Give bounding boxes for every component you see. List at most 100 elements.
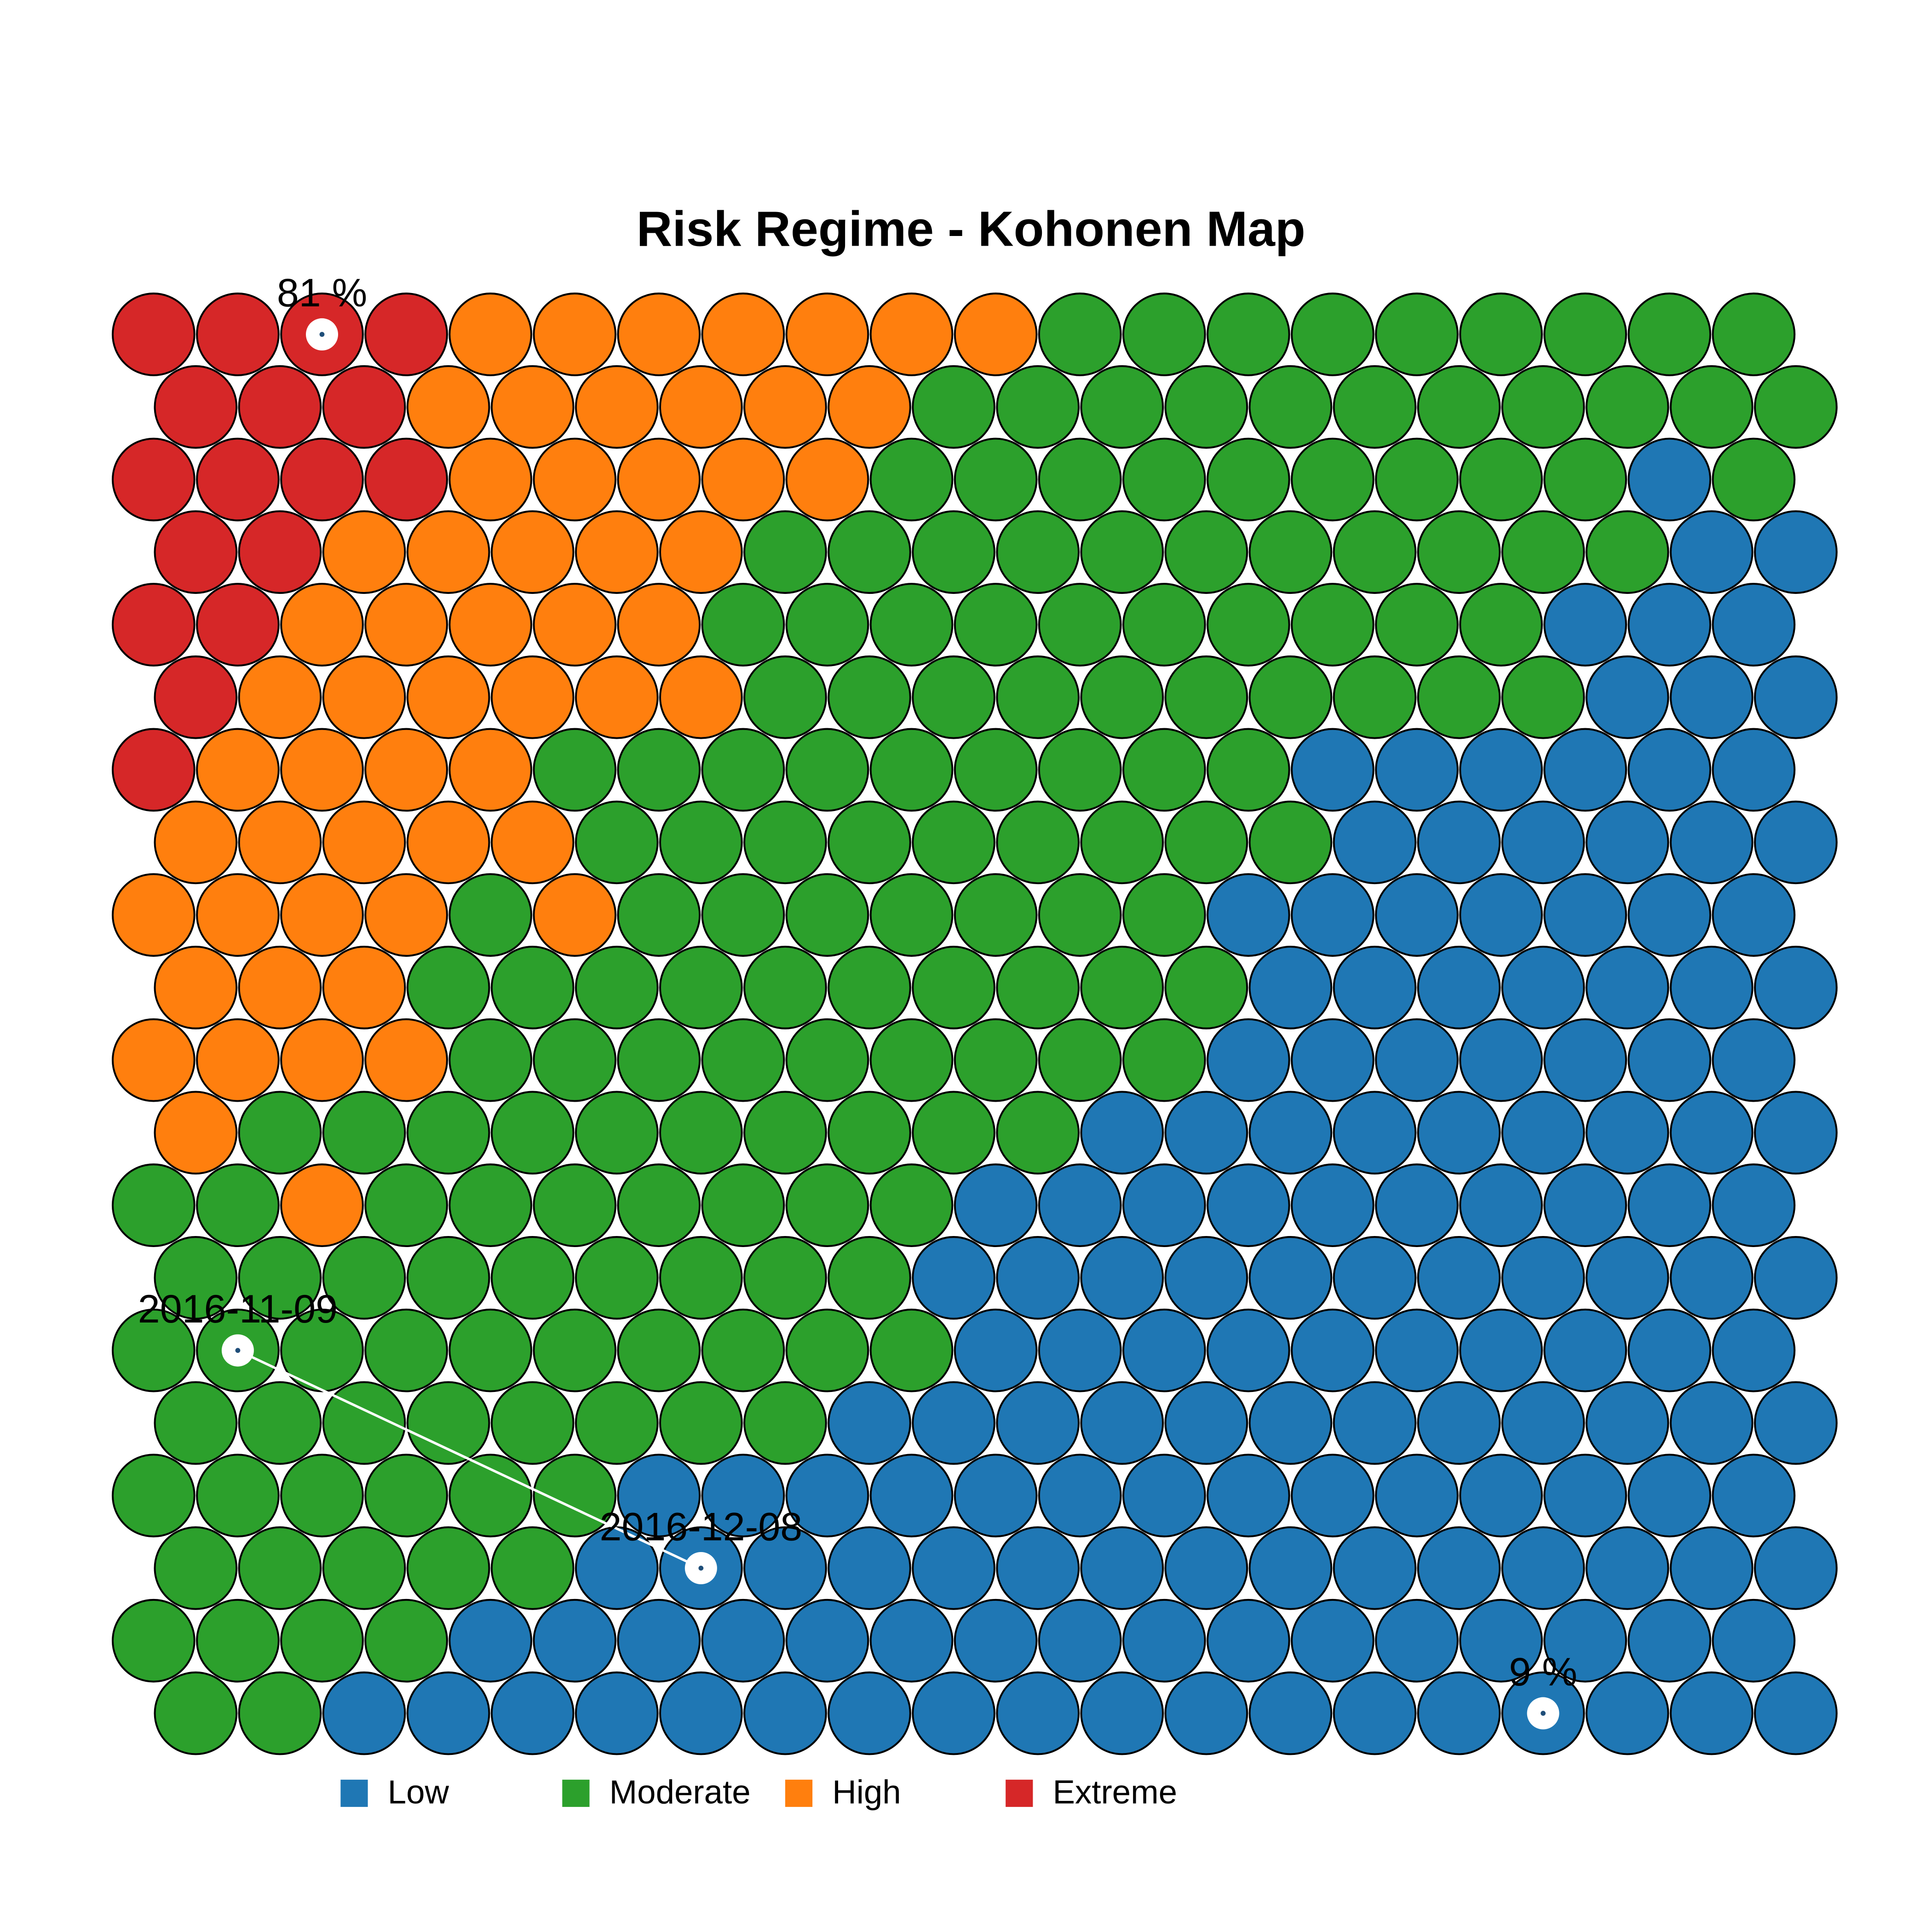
node	[954, 293, 1038, 376]
node	[1501, 1236, 1585, 1320]
node	[701, 293, 785, 376]
node	[828, 510, 911, 594]
node	[490, 1381, 575, 1465]
node	[954, 1018, 1038, 1102]
node	[1206, 437, 1290, 522]
node	[869, 293, 954, 376]
node	[617, 728, 701, 812]
node	[1038, 1163, 1122, 1248]
node	[1543, 1308, 1627, 1392]
node	[1754, 1526, 1838, 1610]
node	[617, 873, 701, 957]
node	[448, 293, 533, 376]
node	[490, 1671, 575, 1755]
node	[954, 437, 1038, 522]
node	[996, 1091, 1080, 1175]
node	[533, 1598, 617, 1683]
node	[828, 1091, 911, 1175]
node	[828, 1526, 911, 1610]
node	[154, 945, 238, 1029]
node	[659, 800, 743, 885]
node	[1754, 1381, 1838, 1465]
node	[280, 583, 364, 667]
node	[1627, 1308, 1712, 1392]
node	[406, 1091, 490, 1175]
node	[111, 873, 196, 957]
node	[1038, 583, 1122, 667]
legend-swatch	[785, 1779, 813, 1807]
node	[1585, 365, 1669, 449]
node	[1712, 1163, 1796, 1248]
node	[1122, 728, 1206, 812]
legend-swatch	[1006, 1779, 1033, 1807]
node	[364, 583, 448, 667]
node	[364, 1454, 448, 1538]
node	[1122, 1163, 1206, 1248]
node	[1164, 1671, 1248, 1755]
node	[912, 1236, 995, 1320]
node	[1669, 1526, 1754, 1610]
marker-dot	[319, 332, 325, 337]
node	[1038, 1018, 1122, 1102]
node	[322, 1526, 406, 1610]
node	[659, 945, 743, 1029]
node	[1122, 873, 1206, 957]
node	[1333, 1236, 1417, 1320]
node	[1585, 1381, 1669, 1465]
node	[154, 1381, 238, 1465]
node	[322, 1091, 406, 1175]
node	[1543, 293, 1627, 376]
node	[154, 1671, 238, 1755]
node	[1712, 873, 1796, 957]
node	[1585, 510, 1669, 594]
legend-swatch	[340, 1779, 368, 1807]
node	[154, 655, 238, 739]
node	[912, 1671, 995, 1755]
node	[196, 583, 280, 667]
node	[785, 1598, 869, 1683]
node	[1080, 1236, 1164, 1320]
node	[1501, 945, 1585, 1029]
node	[1333, 1381, 1417, 1465]
node	[1248, 1381, 1333, 1465]
node	[1375, 1163, 1459, 1248]
node	[1248, 800, 1333, 885]
node	[785, 728, 869, 812]
node	[322, 1381, 406, 1465]
node	[617, 583, 701, 667]
node	[828, 1671, 911, 1755]
node	[1627, 728, 1712, 812]
node	[1080, 1526, 1164, 1610]
node	[1080, 1091, 1164, 1175]
node	[701, 728, 785, 812]
node	[1459, 873, 1543, 957]
node	[154, 365, 238, 449]
node	[1248, 1671, 1333, 1755]
node	[1627, 1598, 1712, 1683]
node	[533, 293, 617, 376]
node	[869, 1454, 954, 1538]
node	[575, 1091, 659, 1175]
node	[448, 1308, 533, 1392]
node	[1754, 1236, 1838, 1320]
node	[785, 293, 869, 376]
node	[364, 1018, 448, 1102]
node	[701, 1598, 785, 1683]
node	[1333, 800, 1417, 885]
legend-label: High	[832, 1773, 901, 1811]
node	[785, 583, 869, 667]
node	[1080, 365, 1164, 449]
node	[322, 945, 406, 1029]
node	[238, 365, 322, 449]
node	[1164, 800, 1248, 885]
node	[1754, 945, 1838, 1029]
node	[1459, 1598, 1543, 1683]
node	[111, 1598, 196, 1683]
node	[280, 1163, 364, 1248]
node	[1375, 437, 1459, 522]
node	[280, 1018, 364, 1102]
node	[1248, 1091, 1333, 1175]
node	[1375, 1454, 1459, 1538]
node	[490, 1091, 575, 1175]
node	[1585, 655, 1669, 739]
